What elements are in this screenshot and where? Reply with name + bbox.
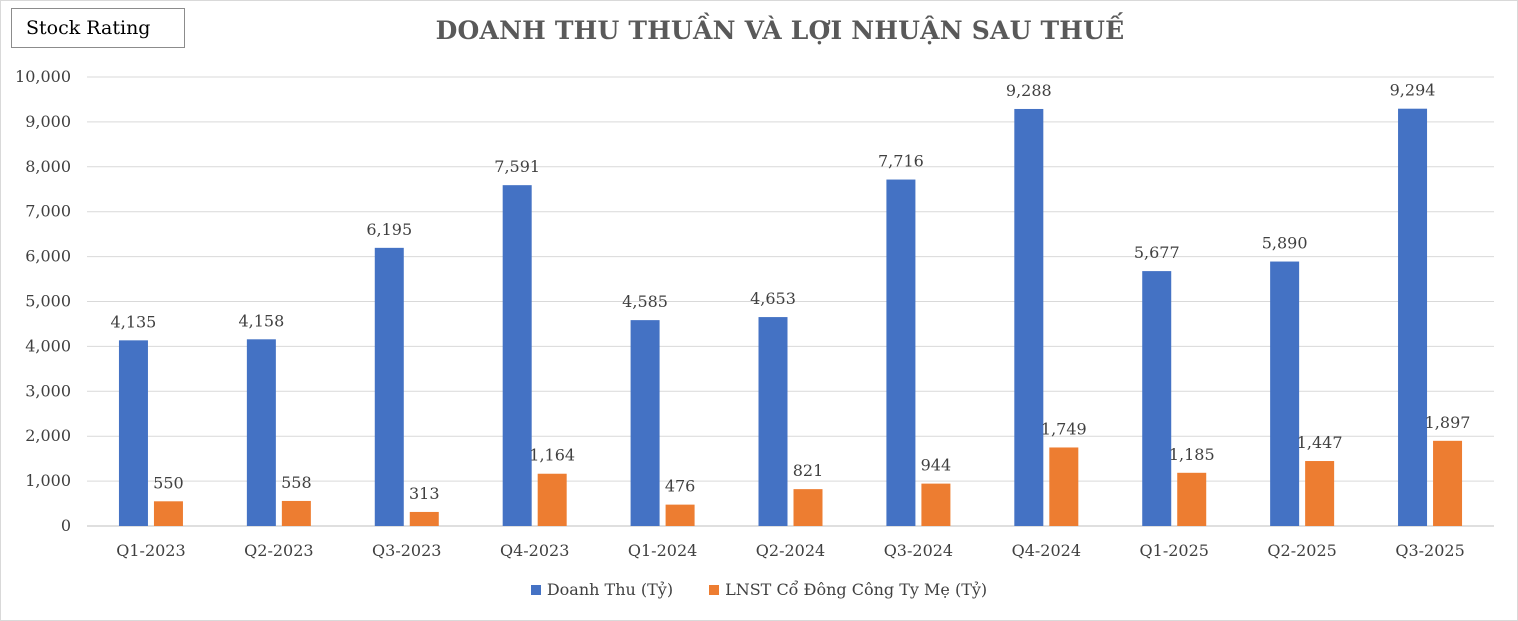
bar-profit: [921, 483, 951, 526]
y-tick-label: 10,000: [15, 67, 71, 86]
data-label-revenue: 9,288: [1006, 81, 1052, 100]
data-label-revenue: 5,890: [1262, 234, 1308, 253]
bar-profit: [1433, 440, 1463, 526]
x-tick-label: Q4-2023: [500, 541, 569, 560]
x-tick-label: Q2-2025: [1267, 541, 1336, 560]
y-tick-label: 7,000: [25, 202, 71, 221]
bar-profit: [793, 489, 823, 526]
legend-swatch-revenue: [530, 584, 541, 595]
y-tick-label: 9,000: [25, 112, 71, 131]
x-tick-label: Q3-2023: [372, 541, 441, 560]
data-label-profit: 558: [281, 473, 312, 492]
bar-revenue: [374, 247, 404, 527]
bar-profit: [281, 500, 311, 526]
data-label-revenue: 7,716: [878, 152, 924, 171]
stock-rating-badge: Stock Rating: [11, 8, 185, 48]
bar-profit: [1049, 447, 1079, 526]
x-tick-label: Q3-2024: [884, 541, 953, 560]
y-tick-label: 8,000: [25, 157, 71, 176]
y-tick-label: 3,000: [25, 381, 71, 400]
data-label-profit: 313: [409, 484, 440, 503]
chart-legend: Doanh Thu (Tỷ) LNST Cổ Đông Công Ty Mẹ (…: [0, 580, 1518, 599]
x-tick-label: Q1-2023: [116, 541, 185, 560]
data-label-revenue: 5,677: [1134, 243, 1180, 262]
x-tick-label: Q2-2024: [756, 541, 825, 560]
data-label-profit: 1,897: [1425, 413, 1471, 432]
bar-profit: [537, 473, 567, 526]
bar-profit: [665, 504, 695, 526]
bar-profit: [1305, 461, 1335, 526]
x-tick-label: Q2-2023: [244, 541, 313, 560]
bar-revenue: [502, 185, 532, 526]
bar-revenue: [1142, 271, 1172, 526]
x-tick-label: Q1-2024: [628, 541, 697, 560]
data-label-profit: 1,749: [1041, 419, 1087, 438]
data-label-profit: 476: [665, 477, 696, 496]
bar-profit: [153, 501, 183, 526]
data-label-revenue: 7,591: [494, 157, 540, 176]
y-tick-label: 1,000: [25, 471, 71, 490]
data-label-profit: 821: [793, 461, 824, 480]
data-label-profit: 944: [921, 456, 952, 475]
data-label-profit: 550: [153, 473, 184, 492]
bar-revenue: [246, 339, 276, 526]
x-tick-label: Q3-2025: [1395, 541, 1464, 560]
bar-revenue: [758, 317, 788, 526]
x-tick-label: Q4-2024: [1012, 541, 1081, 560]
bar-revenue: [630, 320, 660, 526]
bar-revenue: [118, 340, 148, 526]
data-label-profit: 1,185: [1169, 445, 1215, 464]
y-tick-label: 0: [61, 516, 71, 535]
data-label-revenue: 4,135: [111, 312, 157, 331]
data-label-profit: 1,447: [1297, 433, 1343, 452]
y-tick-label: 6,000: [25, 247, 71, 266]
bar-revenue: [886, 179, 916, 526]
legend-swatch-profit: [709, 584, 720, 595]
bar-revenue: [1014, 108, 1044, 526]
legend-item-profit: LNST Cổ Đông Công Ty Mẹ (Tỷ): [709, 580, 987, 599]
bar-revenue: [1270, 261, 1300, 526]
legend-item-revenue: Doanh Thu (Tỷ): [530, 580, 674, 599]
data-label-revenue: 4,158: [238, 311, 284, 330]
legend-label-revenue: Doanh Thu (Tỷ): [546, 580, 674, 599]
x-tick-label: Q1-2025: [1140, 541, 1209, 560]
data-label-revenue: 4,653: [750, 289, 796, 308]
bar-revenue: [1398, 108, 1428, 526]
bar-profit: [409, 511, 439, 526]
y-tick-label: 2,000: [25, 426, 71, 445]
data-label-profit: 1,164: [529, 446, 575, 465]
data-label-revenue: 9,294: [1390, 81, 1436, 100]
bar-profit: [1177, 472, 1207, 526]
data-label-revenue: 6,195: [366, 220, 412, 239]
y-tick-label: 5,000: [25, 292, 71, 311]
data-label-revenue: 4,585: [622, 292, 668, 311]
y-tick-label: 4,000: [25, 336, 71, 355]
legend-label-profit: LNST Cổ Đông Công Ty Mẹ (Tỷ): [725, 580, 988, 599]
chart-title: DOANH THU THUẦN VÀ LỢI NHUẬN SAU THUẾ: [435, 16, 1125, 45]
